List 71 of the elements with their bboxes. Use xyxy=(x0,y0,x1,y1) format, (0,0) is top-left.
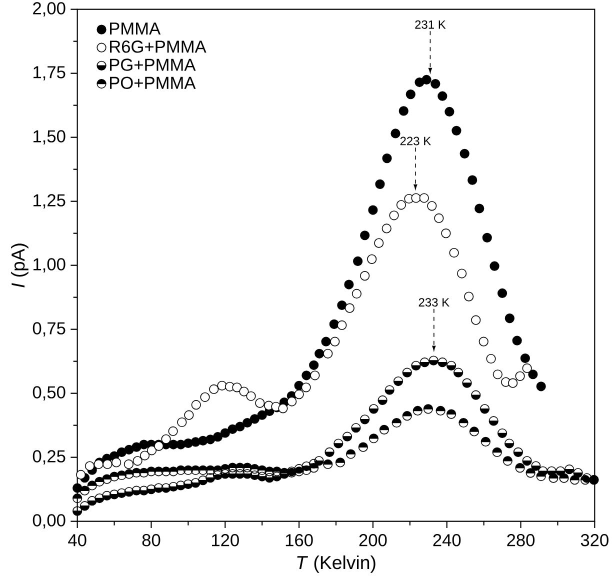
x-tick-label: 160 xyxy=(286,534,313,546)
point xyxy=(478,336,488,346)
point xyxy=(346,449,356,459)
point xyxy=(80,486,90,496)
point xyxy=(161,434,171,444)
point xyxy=(492,447,502,458)
point xyxy=(471,315,481,325)
point xyxy=(436,406,446,416)
point xyxy=(458,418,468,428)
x-axis-title: T (Kelvin) xyxy=(297,555,376,573)
point xyxy=(427,201,437,211)
x-tick-label: 240 xyxy=(433,534,461,546)
point xyxy=(112,458,122,468)
point xyxy=(84,461,95,471)
x-tick-label: 200 xyxy=(359,534,387,546)
legend-label: R6G+PMMA xyxy=(110,40,206,53)
point xyxy=(374,238,384,248)
y-tick-label: 1,75 xyxy=(34,66,66,80)
point xyxy=(502,456,512,466)
y-tick-label: 1,50 xyxy=(34,130,66,144)
point xyxy=(76,470,86,480)
point xyxy=(570,475,580,485)
y-axis-title: I (pA) xyxy=(11,244,28,288)
y-tick-label: 2,00 xyxy=(33,2,66,16)
y-tick-label: 0,75 xyxy=(32,322,66,336)
point xyxy=(559,473,569,483)
y-tick-label: 0,50 xyxy=(32,386,66,400)
point xyxy=(367,254,377,264)
x-tick-label: 280 xyxy=(507,534,535,546)
y-tick-label: 0,00 xyxy=(32,514,66,528)
legend-label: PG+PMMA xyxy=(110,58,196,71)
point xyxy=(368,434,378,444)
point xyxy=(480,436,490,447)
point xyxy=(358,442,368,452)
point xyxy=(423,404,433,414)
point xyxy=(412,406,422,416)
point xyxy=(536,471,546,482)
point xyxy=(515,371,525,381)
point xyxy=(379,424,390,434)
point xyxy=(402,411,412,421)
y-tick-label: 0,25 xyxy=(32,450,66,464)
point xyxy=(382,224,392,234)
annotation: 231 K xyxy=(415,20,446,29)
point xyxy=(469,426,479,436)
point xyxy=(335,458,346,468)
point xyxy=(419,193,429,203)
point xyxy=(323,459,333,470)
point xyxy=(589,475,599,485)
point xyxy=(255,398,265,408)
point xyxy=(441,228,451,238)
x-tick-label: 40 xyxy=(68,534,86,546)
point xyxy=(508,378,518,388)
x-tick-label: 120 xyxy=(212,534,239,546)
point xyxy=(87,480,97,490)
x-tick-label: 320 xyxy=(580,534,608,546)
y-tick-label: 1,25 xyxy=(34,194,66,208)
x-tick-label: 80 xyxy=(142,534,160,546)
annotation: 233 K xyxy=(418,298,450,307)
point xyxy=(392,418,402,428)
point xyxy=(446,409,456,419)
point xyxy=(309,463,319,473)
annotation: 223 K xyxy=(400,136,431,146)
point xyxy=(515,463,525,473)
point xyxy=(272,466,282,476)
legend-label: PO+PMMA xyxy=(110,76,196,90)
point xyxy=(184,410,194,420)
y-tick-label: 1,00 xyxy=(34,258,66,272)
point xyxy=(526,468,536,478)
point xyxy=(72,493,82,504)
legend-label: PMMA xyxy=(110,22,161,35)
point xyxy=(548,473,558,483)
